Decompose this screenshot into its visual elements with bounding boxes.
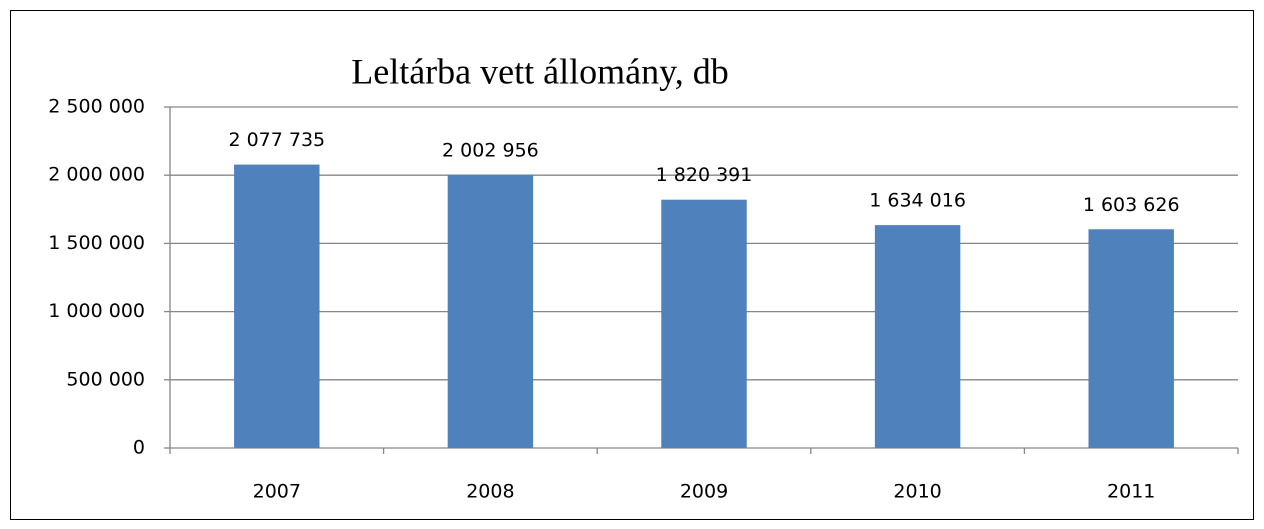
- x-tick-label: 2007: [253, 481, 301, 503]
- chart-title: Leltárba vett állomány, db: [351, 51, 729, 91]
- bar: [447, 174, 534, 448]
- x-tick-label: 2008: [466, 481, 514, 503]
- bar: [874, 225, 961, 448]
- bar: [234, 164, 320, 449]
- y-tick-label: 2 500 000: [48, 96, 145, 118]
- data-label: 2 077 735: [228, 129, 325, 151]
- y-tick-label: 2 000 000: [48, 164, 145, 186]
- y-tick-label: 500 000: [66, 368, 145, 390]
- x-tick-label: 2009: [680, 481, 728, 503]
- y-tick-label: 0: [133, 437, 145, 459]
- data-label: 1 820 391: [656, 164, 753, 186]
- bar: [1088, 229, 1174, 448]
- chart-border: [10, 10, 1254, 520]
- x-tick-label: 2010: [893, 481, 941, 503]
- x-tick-label: 2011: [1107, 481, 1155, 503]
- bar: [661, 199, 747, 448]
- data-label: 2 002 956: [442, 139, 539, 161]
- y-tick-label: 1 000 000: [48, 300, 145, 322]
- data-label: 1 603 626: [1083, 194, 1180, 216]
- data-label: 1 634 016: [869, 190, 966, 212]
- y-tick-label: 1 500 000: [48, 232, 145, 254]
